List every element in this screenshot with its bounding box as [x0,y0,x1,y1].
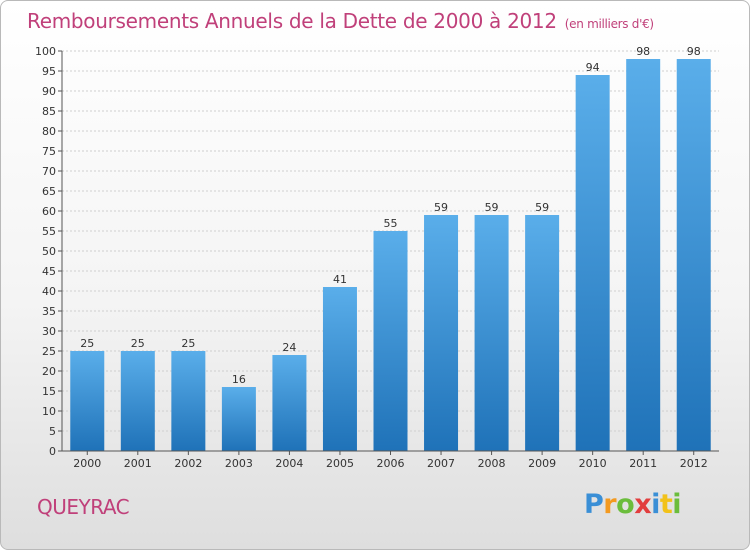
y-tick-label: 20 [42,365,56,378]
commune-name: QUEYRAC [37,495,130,519]
bar [626,59,661,451]
bar [474,215,509,451]
x-tick-label: 2008 [478,457,506,470]
data-label: 24 [282,341,296,354]
logo-letter: x [634,489,652,520]
x-tick-label: 2005 [326,457,354,470]
axes [61,51,719,452]
y-tick-label: 75 [42,145,56,158]
y-tick-label: 85 [42,105,56,118]
x-tick-label: 2004 [275,457,303,470]
data-label: 16 [232,373,246,386]
x-tick-label: 2011 [629,457,657,470]
data-label: 98 [687,45,701,58]
chart-title-text: Remboursements Annuels de la Dette de 20… [27,9,557,33]
data-labels: 25 25 25 16 24 41 55 59 59 59 94 98 98 [80,45,700,386]
bar [424,215,459,451]
y-axis-ticks: 0 5 10 15 20 25 30 35 40 45 50 55 60 65 70 75 80 85 90 95 10… [35,45,62,458]
y-tick-label: 65 [42,185,56,198]
x-tick-label: 2009 [528,457,556,470]
logo-letter: t [659,489,673,520]
bar [322,287,357,451]
y-tick-label: 95 [42,65,56,78]
y-tick-label: 10 [42,405,56,418]
y-tick-label: 50 [42,245,56,258]
data-label: 55 [384,217,398,230]
unit-note: (en milliers d'€) [564,17,654,31]
bar [171,351,206,451]
y-tick-label: 70 [42,165,56,178]
logo-letter: i [672,489,682,520]
x-tick-label: 2012 [680,457,708,470]
chart-title: Remboursements Annuels de la Dette de 20… [27,9,654,33]
y-tick-label: 60 [42,205,56,218]
y-tick-label: 40 [42,285,56,298]
bar [575,75,610,451]
bars [70,59,711,451]
y-tick-label: 35 [42,305,56,318]
y-tick-label: 5 [49,425,56,438]
x-tick-label: 2003 [225,457,253,470]
x-tick-label: 2010 [579,457,607,470]
x-tick-label: 2001 [124,457,152,470]
y-tick-label: 30 [42,325,56,338]
y-tick-label: 0 [49,445,56,458]
data-label: 41 [333,273,347,286]
data-label: 25 [131,337,145,350]
logo-letter: o [616,489,635,520]
y-tick-label: 45 [42,265,56,278]
y-tick-label: 15 [42,385,56,398]
bar [676,59,711,451]
logo-letter: i [651,489,660,520]
y-tick-label: 25 [42,345,56,358]
bar [525,215,560,451]
data-label: 25 [80,337,94,350]
bar [70,351,105,451]
data-label: 25 [181,337,195,350]
y-tick-label: 80 [42,125,56,138]
data-label: 59 [434,201,448,214]
bar [120,351,155,451]
y-tick-label: 90 [42,85,56,98]
data-label: 59 [535,201,549,214]
bar [373,231,408,451]
data-label: 94 [586,61,600,74]
x-tick-label: 2002 [174,457,202,470]
logo-letter: r [603,489,617,520]
y-tick-label: 55 [42,225,56,238]
proxiti-logo: Proxiti [584,489,682,520]
data-label: 98 [636,45,650,58]
bar [272,355,307,451]
logo-letter: P [584,489,604,520]
x-tick-label: 2007 [427,457,455,470]
bar [221,387,256,451]
y-tick-label: 100 [35,45,56,58]
x-tick-label: 2000 [73,457,101,470]
x-axis-ticks: 2000 2001 2002 2003 2004 2005 2006 2007 2008 2009… [73,451,708,470]
data-label: 59 [485,201,499,214]
x-tick-label: 2006 [377,457,405,470]
